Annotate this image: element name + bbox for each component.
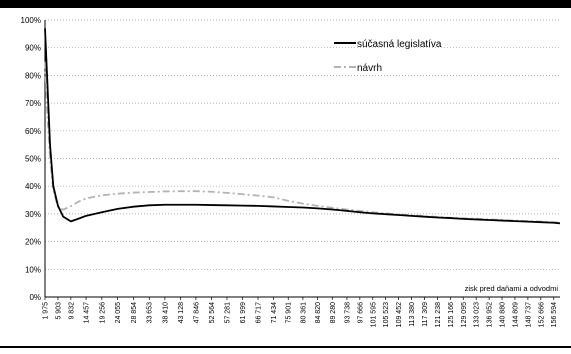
y-tick-label: 100% [21, 16, 41, 25]
x-axis-ticks: 1 975 5 903 9 832 14 457 19 256 24 055 28 854 3… [43, 302, 559, 327]
x-tick-label: 121 238 [435, 302, 442, 327]
x-tick-label: 14 457 [84, 302, 91, 324]
x-tick-label: 75 901 [286, 302, 293, 324]
x-tick-label: 125 166 [448, 302, 455, 327]
x-tick-label: 66 717 [256, 302, 263, 324]
y-tick-label: 10% [25, 265, 41, 274]
gridlines [44, 19, 560, 300]
x-tick-label: 28 854 [131, 302, 138, 324]
x-tick-label: 57 281 [224, 302, 231, 324]
bottom-rule [0, 346, 571, 348]
x-tick-label: 38 410 [162, 302, 169, 324]
x-tick-label: 148 737 [525, 302, 532, 327]
y-tick-label: 30% [25, 210, 41, 219]
x-tick-label: 133 023 [474, 302, 481, 327]
x-tick-label: 156 594 [551, 302, 558, 327]
y-tick-label: 90% [25, 44, 41, 53]
x-tick-label: 89 280 [330, 302, 337, 324]
x-tick-label: 97 666 [357, 302, 364, 324]
x-tick-label: 84 820 [315, 302, 322, 324]
x-tick-label: 117 309 [422, 302, 429, 327]
series-line-current [44, 28, 561, 225]
x-tick-label: 140 880 [500, 302, 507, 327]
y-tick-label: 40% [25, 182, 41, 191]
x-axis-label: zisk pred daňami a odvodmi [465, 284, 559, 293]
x-tick-label: 136 952 [487, 302, 494, 327]
y-tick-label: 80% [25, 71, 41, 80]
x-tick-label: 61 999 [240, 302, 247, 324]
x-tick-label: 71 434 [271, 302, 278, 324]
x-tick-label: 1 975 [43, 302, 50, 320]
x-tick-label: 109 452 [396, 302, 403, 327]
top-rule [0, 0, 571, 8]
x-tick-label: 24 055 [115, 302, 122, 324]
x-tick-label: 19 256 [99, 302, 106, 324]
x-tick-label: 47 846 [193, 302, 200, 324]
y-tick-label: 20% [25, 238, 41, 247]
x-tick-label: 5 903 [55, 302, 62, 320]
x-tick-label: 80 361 [300, 302, 307, 324]
y-axis-ticks: 0% 10% 20% 30% 40% 50% 60% 70% 80% 90% 100% [21, 16, 41, 302]
y-tick-label: 60% [25, 127, 41, 136]
x-tick-label: 152 666 [538, 302, 545, 327]
x-tick-label: 93 738 [344, 302, 351, 324]
legend-label-proposal: návrh [357, 63, 382, 74]
x-tick-label: 129 095 [461, 302, 468, 327]
x-tick-label: 43 128 [178, 302, 185, 324]
x-tick-label: 144 809 [512, 302, 519, 327]
y-tick-label: 0% [29, 293, 41, 302]
y-tick-label: 70% [25, 99, 41, 108]
x-tick-label: 9 832 [68, 302, 75, 320]
series-lines [44, 28, 561, 225]
y-tick-label: 50% [25, 155, 41, 164]
legend: súčasná legislatíva návrh [334, 39, 442, 74]
x-tick-label: 33 653 [147, 302, 154, 324]
series-line-proposal [44, 61, 561, 224]
x-tick-label: 105 523 [383, 302, 390, 327]
x-tick-label: 101 595 [370, 302, 377, 327]
x-tick-label: 113 380 [409, 302, 416, 327]
legend-label-current: súčasná legislatíva [357, 39, 442, 50]
x-tick-label: 52 564 [209, 302, 216, 324]
